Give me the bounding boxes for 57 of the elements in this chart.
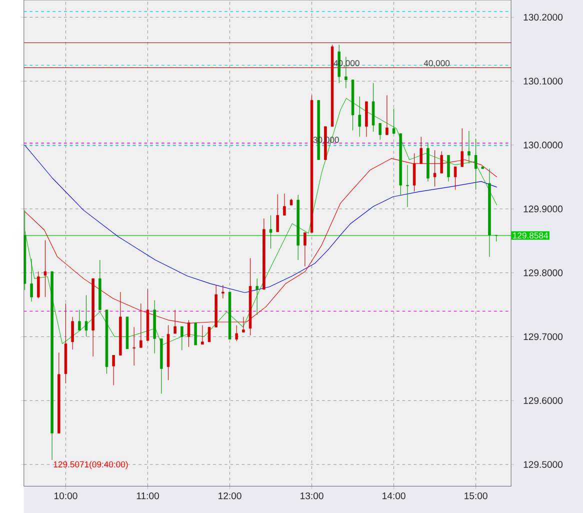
candlestick <box>378 122 382 140</box>
candlestick <box>433 150 436 187</box>
y-tick-label: 129.5000 <box>524 461 563 468</box>
candlestick <box>358 96 361 137</box>
candlestick <box>412 153 416 192</box>
x-tick-label: 10:00 <box>54 492 78 500</box>
x-tick-label: 12:00 <box>218 492 242 500</box>
candlestick <box>201 324 204 345</box>
x-tick-label: 13:00 <box>300 492 324 500</box>
candlestick <box>474 138 478 190</box>
annotation: 129.5071(09:40:00) <box>54 461 128 470</box>
candlestick <box>283 193 286 216</box>
candlestick <box>208 326 211 342</box>
y-tick-label: 130.0000 <box>524 142 563 148</box>
candlestick <box>372 82 375 132</box>
candlestick <box>420 136 423 164</box>
candlestick <box>180 326 184 350</box>
candlestick <box>37 271 40 299</box>
candlestick <box>78 310 81 331</box>
y-tick-label: 129.7000 <box>524 333 563 340</box>
candlestick <box>71 316 74 350</box>
candlestick <box>194 322 197 346</box>
candlestick <box>304 232 306 267</box>
y-tick-label: 130.1000 <box>524 78 563 84</box>
y-tick-label: 129.8000 <box>524 269 563 276</box>
x-tick-label: 11:00 <box>136 492 159 500</box>
candlestick <box>84 294 88 337</box>
candlestick <box>454 166 457 190</box>
candlestick <box>269 214 272 249</box>
candlestick <box>112 354 115 386</box>
candlestick <box>256 278 258 316</box>
candlestick <box>30 258 33 302</box>
candlestick <box>132 326 136 366</box>
y-tick-label: 129.6000 <box>524 397 563 404</box>
candlestick <box>235 324 238 342</box>
candlestick <box>174 310 176 334</box>
candlestick <box>222 284 224 299</box>
candlestick <box>468 130 470 164</box>
candlestick <box>406 164 409 208</box>
y-tick-label: 129.9000 <box>524 206 563 212</box>
line-series <box>24 98 498 346</box>
candlestick <box>440 151 444 174</box>
candlestick <box>44 240 47 298</box>
ref-line-label: 129.8584 <box>513 232 548 239</box>
candlestick <box>187 320 190 348</box>
line-series <box>24 144 498 293</box>
annotation: 40,000 <box>424 60 450 68</box>
candlestick <box>242 316 245 332</box>
x-tick-label: 15:00 <box>464 492 488 500</box>
candlestick <box>447 154 450 182</box>
candlestick <box>140 303 142 348</box>
candlestick <box>392 108 396 134</box>
candlestick <box>460 128 464 168</box>
x-tick-label: 14:00 <box>382 492 406 500</box>
candlestick <box>386 94 388 136</box>
candlestick <box>276 194 279 232</box>
y-tick-label: 130.2000 <box>524 14 563 21</box>
